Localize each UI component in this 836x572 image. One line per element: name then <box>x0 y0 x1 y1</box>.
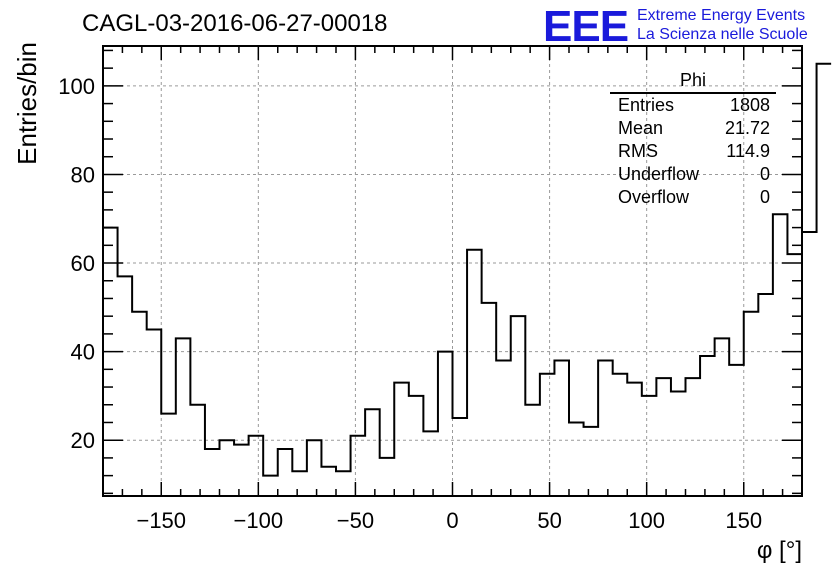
histogram-bin <box>220 440 235 496</box>
x-tick-label: 150 <box>725 508 762 533</box>
histogram-bin <box>482 303 497 496</box>
stat-value: 0 <box>759 187 770 207</box>
histogram-bin <box>511 316 526 496</box>
histogram-bin <box>773 214 788 496</box>
stat-row-entries: Entries 1808 <box>610 94 776 117</box>
stats-title: Phi <box>610 70 776 94</box>
histogram-bin <box>423 431 438 496</box>
eee-logo: EEE <box>543 2 629 51</box>
histogram-bin <box>147 329 162 496</box>
histogram-bin <box>700 356 715 496</box>
stat-value: 0 <box>759 164 770 184</box>
histogram-bin <box>467 250 482 496</box>
stat-label: Entries <box>618 95 675 115</box>
stat-row-mean: Mean 21.72 <box>610 117 776 140</box>
histogram-bin <box>453 418 468 496</box>
histogram-bin <box>656 378 671 496</box>
histogram-bin <box>569 422 584 496</box>
histogram-bin <box>103 228 118 496</box>
histogram-bin <box>409 396 424 496</box>
y-tick-label: 80 <box>71 162 95 187</box>
histogram-bin <box>292 471 307 496</box>
x-tick-label: −50 <box>337 508 374 533</box>
histogram-bin <box>365 409 380 496</box>
histogram-bin <box>729 365 744 496</box>
stat-label: RMS <box>618 141 658 161</box>
histogram-bin <box>190 405 205 496</box>
histogram-bin <box>380 458 395 496</box>
x-tick-label: 50 <box>537 508 561 533</box>
histogram-bin <box>278 449 293 496</box>
histogram-bin <box>234 445 249 496</box>
logo-line-2: La Scienza nelle Scuole <box>637 26 808 43</box>
y-tick-label: 40 <box>71 340 95 365</box>
histogram-bin <box>496 360 511 496</box>
histogram-bin <box>176 338 191 496</box>
y-axis-title: Entries/bin <box>12 42 42 165</box>
histogram-bin <box>787 254 802 496</box>
stat-value: 1808 <box>729 95 770 115</box>
histogram-bin <box>321 467 336 496</box>
histogram-bin <box>584 427 599 496</box>
histogram-bin <box>686 378 701 496</box>
stat-row-rms: RMS 114.9 <box>610 140 776 163</box>
x-tick-label: −100 <box>234 508 284 533</box>
y-tick-label: 60 <box>71 251 95 276</box>
x-tick-label: 0 <box>446 508 458 533</box>
histogram-bin <box>627 383 642 496</box>
histogram-bin <box>205 449 220 496</box>
x-tick-label: −150 <box>136 508 186 533</box>
histogram-outline <box>103 62 832 477</box>
y-tick-label: 100 <box>58 74 95 99</box>
histogram-bin <box>715 338 730 496</box>
histogram-bin <box>802 232 817 496</box>
histogram-bin <box>438 352 453 496</box>
stat-row-underflow: Underflow 0 <box>610 163 776 186</box>
stat-label: Underflow <box>618 164 700 184</box>
logo-line-1: Extreme Energy Events <box>637 7 806 24</box>
stats-rows: Entries 1808 Mean 21.72 RMS 114.9 Underflow 0 Ov… <box>610 94 776 209</box>
stats-box: Phi Entries 1808 Mean 21.72 RMS 114.9 Underflo… <box>610 70 776 209</box>
y-tick-label: 20 <box>71 428 95 453</box>
histogram-bin <box>161 414 176 496</box>
x-tick-label: 100 <box>628 508 665 533</box>
histogram-bin <box>118 276 133 496</box>
histogram-bin <box>336 471 351 496</box>
histogram-bin <box>817 64 832 496</box>
x-axis-title: φ [°] <box>757 537 802 564</box>
stat-value: 21.72 <box>724 118 770 138</box>
histogram-bin <box>554 360 569 496</box>
stat-label: Mean <box>618 118 664 138</box>
histogram-bin <box>598 360 613 496</box>
histogram-bin <box>351 436 366 496</box>
histogram-bin <box>132 312 147 496</box>
histogram-bin <box>394 383 409 496</box>
stat-row-overflow: Overflow 0 <box>610 186 776 209</box>
histogram-bin <box>525 405 540 496</box>
stat-label: Overflow <box>618 187 690 207</box>
histogram-bin <box>307 440 322 496</box>
histogram-bin <box>540 374 555 496</box>
histogram-bin <box>744 312 759 496</box>
histogram-bin <box>758 294 773 496</box>
stat-value: 114.9 <box>726 141 770 161</box>
histogram-bin <box>671 391 686 496</box>
histogram-bin <box>642 396 657 496</box>
histogram-bin <box>263 476 278 496</box>
histogram-bin <box>613 374 628 496</box>
chart-title: CAGL-03-2016-06-27-00018 <box>82 10 388 37</box>
histogram-bin <box>249 436 264 496</box>
